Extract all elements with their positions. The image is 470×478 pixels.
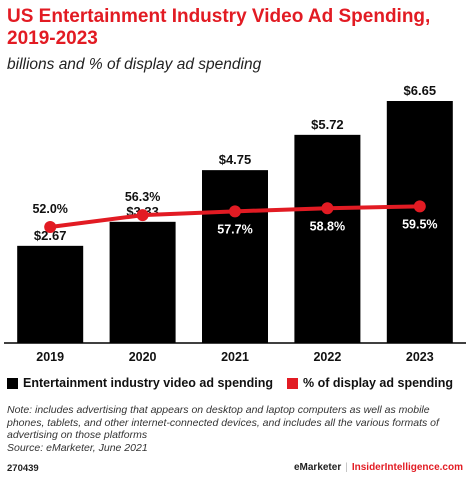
legend-item-line: % of display ad spending (287, 376, 453, 390)
note-text: Note: includes advertising that appears … (7, 404, 439, 441)
x-tick-label: 2019 (36, 350, 64, 364)
line-value-label: 56.3% (125, 190, 160, 204)
x-tick-label: 2021 (221, 350, 249, 364)
chart-area: $2.672019$3.332020$4.752021$5.722022$6.6… (4, 83, 466, 364)
legend-swatch-bar (7, 377, 18, 389)
chart-title: US Entertainment Industry Video Ad Spend… (7, 6, 431, 49)
brand-emarketer: eMarketer (293, 462, 342, 473)
line-point (44, 221, 57, 233)
x-tick-label: 2020 (129, 350, 157, 364)
x-tick-label: 2023 (406, 350, 434, 364)
brand: eMarketer | InsiderIntelligence.com (294, 462, 463, 473)
legend-label-bar: Entertainment industry video ad spending (23, 376, 274, 390)
legend-swatch-line (287, 377, 299, 389)
line-value-label: 52.0% (32, 202, 67, 216)
bar-value-label: $4.75 (219, 152, 252, 167)
chart-id: 270439 (7, 463, 39, 474)
bar-value-label: $5.72 (311, 117, 344, 132)
brand-separator: | (345, 462, 348, 473)
line-point (229, 205, 241, 218)
legend: Entertainment industry video ad spending… (7, 376, 467, 390)
source-text: Source: eMarketer, June 2021 (7, 441, 148, 454)
line-point (136, 209, 149, 222)
line-value-label: 58.8% (310, 219, 345, 233)
chart-note: Note: includes advertising that appears … (7, 404, 467, 454)
bar (17, 245, 84, 343)
brand-insider-intelligence: InsiderIntelligence.com (351, 462, 463, 473)
legend-label-line: % of display ad spending (303, 376, 454, 390)
chart-subtitle: billions and % of display ad spending (7, 56, 262, 73)
line-value-label: 59.5% (402, 217, 437, 231)
bar (386, 101, 453, 343)
x-tick-label: 2022 (313, 350, 341, 364)
line-point (413, 200, 426, 213)
bar (294, 134, 361, 343)
bar (202, 170, 268, 343)
bar-value-label: $2.67 (34, 228, 67, 243)
legend-item-bar: Entertainment industry video ad spending (7, 376, 273, 390)
bar-value-label: $6.65 (404, 83, 437, 98)
line-point (321, 202, 334, 215)
line-value-label: 57.7% (217, 222, 252, 236)
bar (109, 221, 176, 343)
